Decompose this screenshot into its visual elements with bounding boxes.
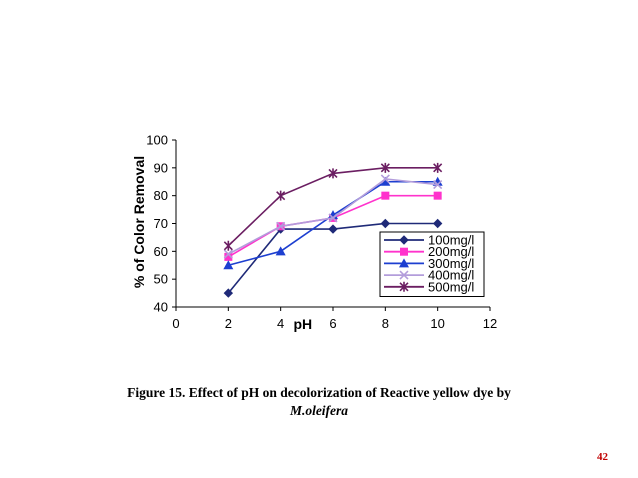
- data-point: [328, 168, 338, 179]
- x-tick-label: 10: [430, 316, 444, 331]
- data-point: [224, 252, 233, 261]
- legend-item: 100mg/l: [384, 233, 474, 248]
- x-tick-label: 12: [483, 316, 497, 331]
- legend-marker: [399, 235, 409, 245]
- series-400mgl: [223, 174, 443, 259]
- y-axis-label: % of Color Removal: [131, 156, 147, 288]
- x-tick-label: 4: [277, 316, 284, 331]
- legend-item: 300mg/l: [384, 256, 474, 271]
- data-point: [433, 162, 443, 173]
- legend-item: 200mg/l: [384, 244, 474, 259]
- y-tick-label: 50: [154, 272, 168, 287]
- y-axis-title: % of Color Removal: [131, 156, 147, 288]
- legend-label: 100mg/l: [428, 233, 474, 248]
- data-point: [433, 191, 442, 200]
- line-chart: % of Color Removal 40 50 60 70 80 90 100 0 2 4 6 8 1…: [131, 133, 497, 333]
- x-axis-label: pH: [293, 316, 312, 332]
- caption-line-1: Figure 15. Effect of pH on decolorizatio…: [127, 385, 511, 400]
- data-point: [380, 176, 391, 186]
- x-tick-label: 6: [329, 316, 336, 331]
- y-tick-label: 100: [146, 133, 168, 148]
- chart-ticks: 40 50 60 70 80 90 100 0 2 4 6 8 10 12 pH: [146, 133, 497, 333]
- data-point: [380, 162, 390, 173]
- x-tick-label: 2: [225, 316, 232, 331]
- data-point: [223, 288, 234, 298]
- data-point: [433, 179, 443, 190]
- data-point: [432, 218, 443, 229]
- legend-marker: [399, 281, 409, 292]
- data-point: [328, 213, 338, 223]
- y-tick-label: 80: [154, 188, 168, 203]
- legend-label: 200mg/l: [428, 244, 474, 259]
- legend-label: 400mg/l: [428, 268, 474, 283]
- chart-series: [223, 162, 443, 298]
- caption-line-2: M.oleifera: [289, 403, 349, 418]
- series-500mgl: [223, 162, 443, 251]
- legend-marker: [400, 247, 408, 256]
- y-tick-label: 60: [154, 244, 168, 259]
- legend-item: 500mg/l: [384, 279, 474, 294]
- x-tick-label: 0: [172, 316, 179, 331]
- figure-caption: Figure 15. Effect of pH on decolorizatio…: [0, 384, 638, 420]
- data-point: [275, 246, 286, 256]
- y-tick-label: 70: [154, 216, 168, 231]
- y-tick-label: 90: [154, 160, 168, 175]
- data-point: [380, 218, 391, 229]
- page-number: 42: [597, 451, 608, 463]
- data-point: [223, 249, 233, 259]
- data-point: [381, 191, 390, 200]
- data-point: [276, 221, 286, 231]
- data-point: [328, 224, 338, 234]
- x-tick-label: 8: [382, 316, 389, 331]
- legend-marker: [399, 258, 409, 268]
- y-tick-label: 40: [154, 300, 168, 315]
- legend-label: 300mg/l: [428, 256, 474, 271]
- legend-marker: [399, 270, 409, 280]
- data-point: [380, 174, 390, 184]
- legend-item: 400mg/l: [384, 268, 474, 283]
- data-point: [276, 190, 286, 201]
- data-point: [223, 260, 234, 270]
- data-point: [223, 240, 233, 251]
- legend-label: 500mg/l: [428, 279, 474, 294]
